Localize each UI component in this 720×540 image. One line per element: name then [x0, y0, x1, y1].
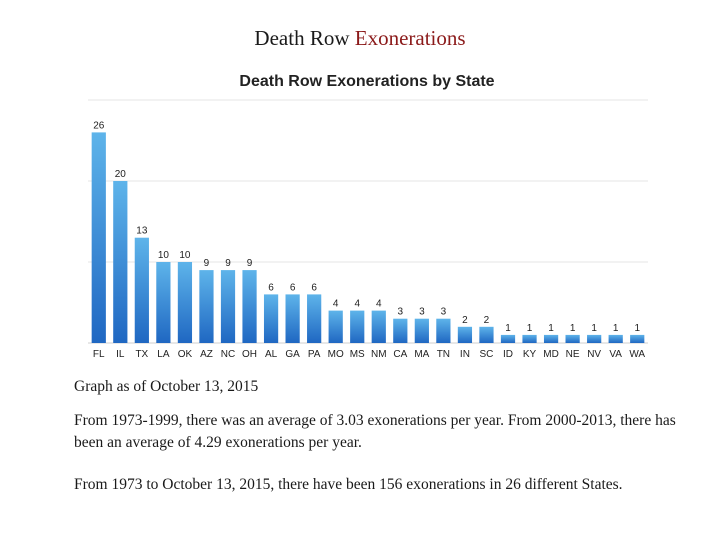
value-label-ne: 1: [570, 323, 576, 334]
averages-note: From 1973-1999, there was an average of …: [74, 412, 676, 451]
bar-la: [156, 262, 171, 343]
bar-va: [608, 334, 623, 343]
value-label-wa: 1: [634, 323, 640, 334]
bar-pa: [307, 294, 322, 343]
value-label-nv: 1: [591, 323, 597, 334]
bar-id: [500, 334, 516, 343]
slide-title: Death Row Exonerations: [0, 26, 720, 51]
bar-tx: [134, 237, 149, 343]
bar-al: [263, 294, 279, 343]
bar-ok: [177, 262, 193, 343]
tick-label-il: IL: [116, 349, 125, 360]
bar-ca: [393, 318, 408, 343]
value-label-id: 1: [505, 323, 511, 334]
bar-oh: [242, 270, 257, 343]
bar-sc: [479, 326, 494, 343]
tick-label-az: AZ: [200, 349, 213, 360]
value-label-nc: 9: [225, 258, 231, 269]
tick-label-id: ID: [503, 349, 513, 360]
chart-bars: [91, 132, 645, 343]
tick-label-va: VA: [609, 349, 622, 360]
tick-label-la: LA: [157, 349, 170, 360]
value-label-ok: 10: [179, 250, 191, 261]
tick-label-ky: KY: [523, 349, 537, 360]
bar-wa: [630, 334, 645, 343]
tick-label-sc: SC: [480, 349, 494, 360]
value-label-ga: 6: [290, 282, 296, 293]
tick-label-tx: TX: [135, 349, 148, 360]
value-label-ms: 4: [354, 299, 360, 310]
tick-label-nv: NV: [587, 349, 601, 360]
value-label-la: 10: [158, 250, 170, 261]
value-label-pa: 6: [311, 282, 317, 293]
value-label-in: 2: [462, 315, 468, 326]
value-label-mo: 4: [333, 299, 339, 310]
tick-label-nc: NC: [221, 349, 235, 360]
value-label-tx: 13: [136, 226, 148, 237]
chart-value-labels: 26 20 13 10 10 9 9 9 6 6 6 4 4 4 3 3 3 2 2 1 1 1 1 1 1 1: [93, 120, 640, 334]
bar-fl: [91, 132, 106, 343]
tick-label-nm: NM: [371, 349, 387, 360]
chart-x-ticks: FL IL TX LA OK AZ NC OH AL GA PA MO MS NM CA MA TN IN SC ID…: [93, 349, 645, 360]
bar-nc: [220, 270, 236, 343]
value-label-az: 9: [204, 258, 210, 269]
chart-grid: [88, 99, 648, 344]
value-label-tn: 3: [441, 307, 447, 318]
total-note: From 1973 to October 13, 2015, there hav…: [74, 476, 623, 493]
tick-label-pa: PA: [308, 349, 321, 360]
tick-label-fl: FL: [93, 349, 105, 360]
tick-label-ca: CA: [393, 349, 407, 360]
slide-title-accent: Exonerations: [354, 26, 466, 50]
value-label-ky: 1: [527, 323, 533, 334]
tick-label-mo: MO: [328, 349, 344, 360]
tick-label-wa: WA: [629, 349, 645, 360]
value-label-nm: 4: [376, 299, 382, 310]
value-label-sc: 2: [484, 315, 490, 326]
value-label-fl: 26: [93, 120, 105, 131]
bar-ma: [414, 318, 429, 343]
bar-ky: [522, 334, 537, 343]
slide-title-plain: Death Row: [254, 26, 355, 50]
tick-label-ma: MA: [414, 349, 429, 360]
bar-ne: [565, 334, 580, 343]
tick-label-md: MD: [543, 349, 559, 360]
bar-az: [199, 270, 214, 343]
bar-md: [543, 334, 559, 343]
value-label-md: 1: [548, 323, 554, 334]
value-label-ca: 3: [398, 307, 404, 318]
tick-label-ms: MS: [350, 349, 365, 360]
bar-in: [457, 326, 473, 343]
bar-chart: Death Row Exonerations by State 26201310…: [88, 73, 648, 360]
value-label-al: 6: [268, 282, 274, 293]
chart-title: Death Row Exonerations by State: [239, 73, 494, 90]
notes: Graph as of October 13, 2015 From 1973-1…: [74, 376, 684, 516]
value-label-va: 1: [613, 323, 619, 334]
tick-label-oh: OH: [242, 349, 257, 360]
tick-label-al: AL: [265, 349, 278, 360]
tick-label-tn: TN: [437, 349, 450, 360]
bar-ga: [285, 294, 300, 343]
tick-label-ok: OK: [178, 349, 193, 360]
value-label-oh: 9: [247, 258, 253, 269]
tick-label-ne: NE: [566, 349, 580, 360]
tick-label-in: IN: [460, 349, 470, 360]
bar-tn: [436, 318, 451, 343]
value-label-ma: 3: [419, 307, 425, 318]
bar-ms: [350, 310, 365, 343]
bar-nm: [371, 310, 386, 343]
bar-il: [113, 181, 128, 343]
value-label-il: 20: [115, 169, 127, 180]
as-of-note: Graph as of October 13, 2015: [74, 378, 259, 395]
bar-mo: [328, 310, 343, 343]
tick-label-ga: GA: [285, 349, 300, 360]
bar-nv: [587, 334, 602, 343]
